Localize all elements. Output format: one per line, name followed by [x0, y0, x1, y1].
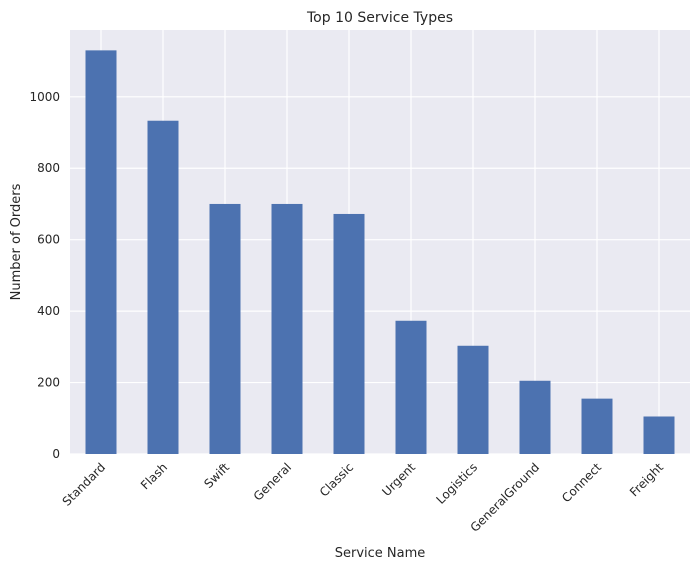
bar-classic [333, 213, 365, 454]
bar-flash [147, 120, 179, 455]
y-tick-labels: 0 200 400 600 800 1000 [29, 90, 60, 461]
bars [85, 50, 675, 455]
y-axis-label: Number of Orders [9, 183, 24, 300]
bar-freight [643, 416, 675, 454]
bar-swift [209, 203, 241, 454]
bar-urgent [395, 320, 427, 454]
y-tick-label: 1000 [29, 90, 60, 104]
y-tick-label: 200 [37, 376, 60, 390]
x-tick-label: Urgent [379, 460, 418, 499]
y-tick-label: 600 [37, 233, 60, 247]
x-tick-label: Logistics [434, 460, 481, 507]
x-axis-label: Service Name [335, 546, 426, 561]
x-tick-label: Connect [559, 460, 604, 505]
bar-general [271, 203, 303, 454]
y-tick-label: 400 [37, 304, 60, 318]
y-tick-label: 0 [52, 447, 60, 461]
bar-logistics [457, 345, 489, 454]
chart-title: Top 10 Service Types [306, 10, 453, 26]
x-tick-label: General [251, 460, 294, 503]
x-tick-label: Flash [138, 460, 170, 492]
x-tick-label: Swift [201, 460, 232, 491]
bar-connect [581, 398, 613, 454]
x-tick-label: Classic [317, 460, 356, 499]
y-tick-label: 800 [37, 161, 60, 175]
x-tick-labels: Standard Flash Swift General Classic Urgent Lo… [60, 460, 667, 535]
bar-generalground [519, 380, 551, 454]
x-tick-label: Freight [627, 460, 666, 499]
x-tick-label: Standard [60, 460, 109, 509]
bar-standard [85, 50, 117, 455]
